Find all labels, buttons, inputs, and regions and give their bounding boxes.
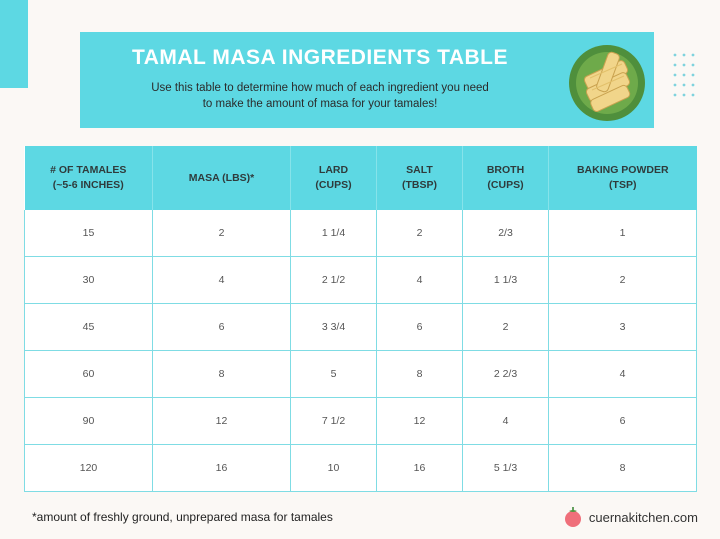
table-cell: 12 — [376, 397, 463, 445]
dot-grid-decoration — [673, 53, 695, 97]
table-row: 45 6 3 3/4 6 2 3 — [24, 303, 697, 351]
table-cell: 5 1/3 — [462, 444, 549, 492]
table-cell: 2 2/3 — [462, 350, 549, 398]
subtitle-line-2: to make the amount of masa for your tama… — [202, 98, 438, 110]
column-header-salt: SALT (TBSP) — [376, 146, 463, 210]
table-cell: 3 — [548, 303, 697, 351]
table-cell: 16 — [152, 444, 291, 492]
column-header-tamales: # OF TAMALES (~5-6 INCHES) — [24, 146, 153, 210]
table-cell: 6 — [548, 397, 697, 445]
ingredients-table-container: # OF TAMALES (~5-6 INCHES) MASA (LBS)* LA… — [24, 146, 697, 492]
column-header-lard: LARD (CUPS) — [290, 146, 377, 210]
table-cell: 1 1/4 — [290, 210, 377, 257]
table-cell: 7 1/2 — [290, 397, 377, 445]
table-cell: 6 — [376, 303, 463, 351]
table-cell: 1 — [548, 210, 697, 257]
table-row: 120 16 10 16 5 1/3 8 — [24, 444, 697, 492]
page-title: TAMAL MASA INGREDIENTS TABLE — [131, 46, 509, 69]
table-cell: 2 — [548, 256, 697, 304]
corner-accent — [0, 0, 28, 88]
table-cell: 30 — [24, 256, 153, 304]
header-banner: TAMAL MASA INGREDIENTS TABLE Use this ta… — [80, 32, 654, 128]
column-header-baking-powder: BAKING POWDER (TSP) — [548, 146, 697, 210]
table-row: 30 4 2 1/2 4 1 1/3 2 — [24, 256, 697, 304]
subtitle-line-1: Use this table to determine how much of … — [151, 82, 489, 94]
table-cell: 16 — [376, 444, 463, 492]
table-row: 15 2 1 1/4 2 2/3 1 — [24, 210, 697, 257]
table-cell: 2 1/2 — [290, 256, 377, 304]
table-header-row: # OF TAMALES (~5-6 INCHES) MASA (LBS)* LA… — [24, 146, 697, 210]
table-cell: 5 — [290, 350, 377, 398]
table-cell: 2 — [462, 303, 549, 351]
table-cell: 15 — [24, 210, 153, 257]
tomato-logo-icon — [564, 507, 581, 527]
table-cell: 90 — [24, 397, 153, 445]
column-header-broth: BROTH (CUPS) — [462, 146, 549, 210]
table-cell: 120 — [24, 444, 153, 492]
table-cell: 4 — [376, 256, 463, 304]
table-cell: 4 — [548, 350, 697, 398]
table-cell: 4 — [462, 397, 549, 445]
table-cell: 10 — [290, 444, 377, 492]
table-cell: 8 — [152, 350, 291, 398]
table-cell: 1 1/3 — [462, 256, 549, 304]
table-cell: 2 — [152, 210, 291, 257]
table-cell: 8 — [548, 444, 697, 492]
brand-signature: cuernakitchen.com — [563, 506, 698, 528]
footnote: *amount of freshly ground, unprepared ma… — [32, 510, 333, 524]
brand-name: cuernakitchen.com — [588, 509, 698, 525]
table-cell: 3 3/4 — [290, 303, 377, 351]
table-cell: 8 — [376, 350, 463, 398]
page-subtitle: Use this table to determine how much of … — [80, 80, 560, 112]
table-cell: 60 — [24, 350, 153, 398]
column-header-masa: MASA (LBS)* — [152, 146, 291, 210]
table-cell: 2/3 — [462, 210, 549, 257]
ingredients-table: # OF TAMALES (~5-6 INCHES) MASA (LBS)* LA… — [24, 146, 697, 492]
table-cell: 6 — [152, 303, 291, 351]
table-cell: 4 — [152, 256, 291, 304]
table-cell: 45 — [24, 303, 153, 351]
table-cell: 2 — [376, 210, 463, 257]
table-cell: 12 — [152, 397, 291, 445]
table-row: 60 8 5 8 2 2/3 4 — [24, 350, 697, 398]
tamales-plate-illustration — [569, 45, 645, 121]
table-row: 90 12 7 1/2 12 4 6 — [24, 397, 697, 445]
